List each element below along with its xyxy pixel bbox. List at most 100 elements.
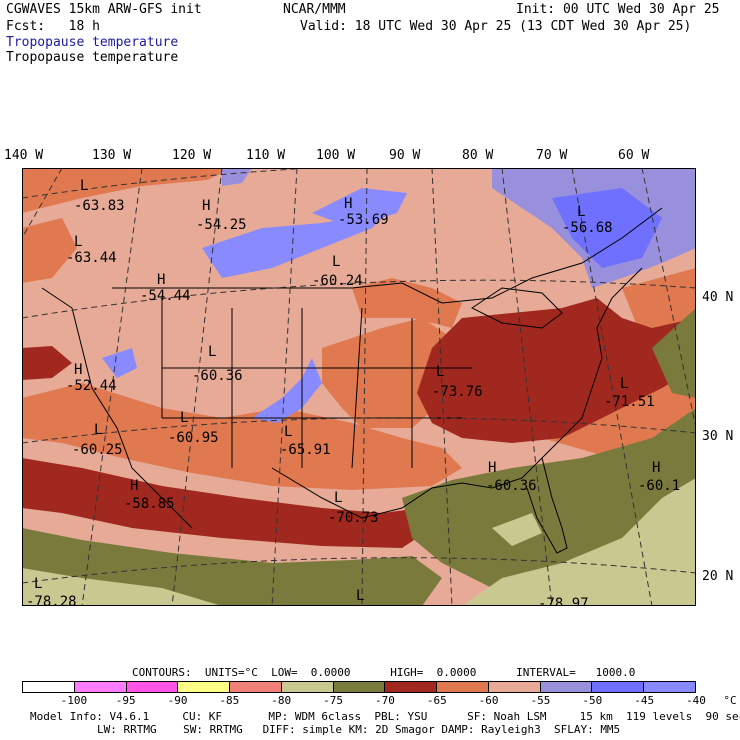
pressure-centers: L -63.83 H -54.25 H -53.69 L -63.44 L -6… [26,178,680,606]
color-swatch [488,682,541,692]
color-scale-tick: -75 [323,694,343,707]
forecast-hour: Fcst: 18 h [6,19,100,34]
center-value: -53.69 [338,212,389,228]
center-value: -56.68 [562,220,613,236]
center-value: -60.25 [72,442,123,458]
center-value: -60.1 [638,478,680,494]
center-mark: H [130,478,138,494]
center-mark: H [488,460,496,476]
center-value: -63.44 [66,250,117,266]
lon-label: 130 W [92,148,132,163]
color-scale-tick: °C [723,694,737,707]
center-value: -54.25 [196,217,247,233]
region-fill-65 [417,298,696,443]
model-title: CGWAVES 15km ARW-GFS init [6,2,202,17]
center-value: -60.24 [312,273,363,289]
region-fill-45 [312,188,407,228]
color-scale-tick: -50 [582,694,603,707]
color-scale-tick: -90 [167,694,188,707]
init-time: Init: 00 UTC Wed 30 Apr 25 [516,2,720,17]
color-scale-tick: -85 [219,694,240,707]
org-label: NCAR/MMM [283,2,346,17]
color-swatch [178,682,231,692]
map-frame [22,168,696,606]
color-scale-tick: -70 [374,694,395,707]
field-title-blue: Tropopause temperature [6,35,179,50]
color-scale-tick: -95 [115,694,136,707]
region-fill-60 [352,278,462,328]
center-value: -71.51 [604,394,655,410]
contours-info: CONTOURS: UNITS=°C LOW= 0.0000 HIGH= 0.0… [132,666,636,679]
color-scale-tick: -60 [478,694,499,707]
lon-label: 80 W [462,148,494,163]
center-mark: L [74,234,82,250]
lon-label: 110 W [246,148,286,163]
field-title: Tropopause temperature [6,50,179,65]
center-value: -52.44 [66,378,117,394]
lat-label: 20 N [702,569,734,584]
center-value: -65.91 [280,442,331,458]
color-swatch [281,682,334,692]
center-mark: H [344,196,352,212]
region-fill-75 [22,568,222,606]
region-fill-75 [462,478,696,606]
color-scale-bar [22,681,696,693]
lat-label: 40 N [702,290,734,305]
center-value: -58.85 [124,496,175,512]
center-mark: L [80,178,88,194]
color-scale-tick: -45 [634,694,655,707]
region-fill-65 [22,458,432,548]
center-mark: L [208,344,216,360]
center-mark: L [356,588,364,604]
color-swatch [230,682,282,692]
model-info-line2: LW: RRTMG SW: RRTMG DIFF: simple KM: 2D … [97,723,621,736]
region-fill-65 [22,346,72,380]
center-mark: L [577,204,585,220]
color-swatch [540,682,593,692]
color-swatch [644,682,695,692]
center-value: -78.97 [538,596,589,606]
color-swatch [333,682,386,692]
center-value: -78.28 [26,594,77,606]
center-mark: L [284,424,292,440]
color-scale-tick: -65 [426,694,447,707]
color-scale-tick: -40 [686,694,706,707]
region-fill-60 [622,268,696,338]
color-scale-tick: -80 [271,694,292,707]
region-fill-45 [102,348,137,378]
region-fill-60 [322,318,452,428]
lon-label: 70 W [536,148,568,163]
center-mark: L [180,410,188,426]
center-value: -60.95 [168,430,219,446]
center-mark: L [334,490,342,506]
lon-label: 120 W [172,148,212,163]
color-swatch [23,682,75,692]
center-mark: L [436,364,444,380]
center-value: -63.83 [74,198,125,214]
region-fill-60 [22,218,77,283]
color-swatch [385,682,438,692]
valid-time: Valid: 18 UTC Wed 30 Apr 25 (13 CDT Wed … [300,19,692,34]
center-mark: H [202,198,210,214]
color-swatch [74,682,127,692]
lon-label: 140 W [4,148,44,163]
color-swatch [126,682,179,692]
center-mark: L [94,422,102,438]
region-fill-60 [22,168,232,213]
center-mark: H [652,460,660,476]
center-value: -73.76 [432,384,483,400]
center-value: -60.36 [486,478,537,494]
model-info-line1: Model Info: V4.6.1 CU: KF MP: WDM 6class… [30,710,740,723]
color-swatch [592,682,645,692]
center-value: -60.36 [192,368,243,384]
boundaries [41,207,663,554]
center-value: -54.44 [140,288,191,304]
region-fill-45 [252,358,322,423]
color-swatch [437,682,489,692]
lon-label: 60 W [618,148,650,163]
tropopause-temperature-map: L -63.83 H -54.25 H -53.69 L -63.44 L -6… [22,168,696,606]
region-fill-75 [492,513,542,546]
lon-label: 90 W [389,148,421,163]
color-scale-tick: -55 [530,694,551,707]
lat-label: 30 N [702,429,734,444]
